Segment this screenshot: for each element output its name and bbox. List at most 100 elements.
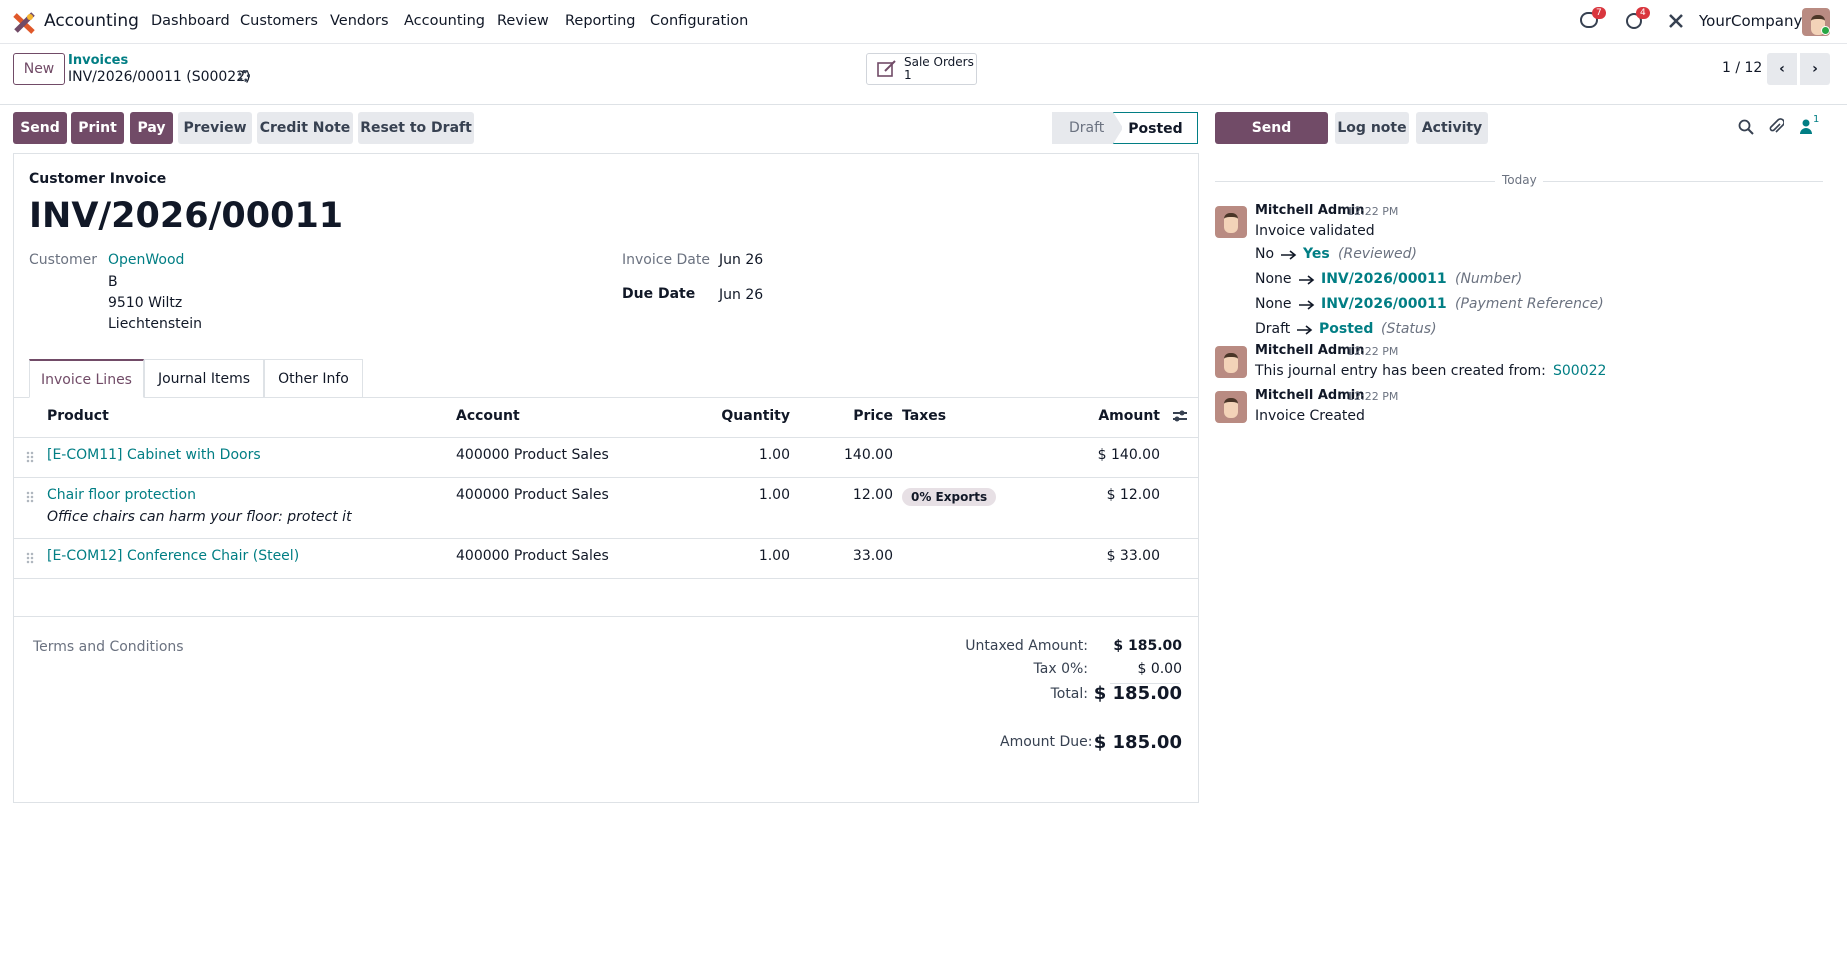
row-line [13, 578, 1199, 579]
menu-item[interactable]: Customers [240, 13, 318, 29]
avatar[interactable] [1215, 391, 1247, 423]
column-header: Taxes [902, 408, 947, 424]
settings-icon[interactable] [1172, 409, 1188, 423]
quantity[interactable]: 1.00 [758, 487, 790, 503]
time: 12:22 PM [1347, 205, 1399, 218]
customer-address: B [108, 274, 118, 290]
chatter-button[interactable]: Activity [1416, 112, 1488, 144]
gear-icon[interactable] [238, 70, 250, 82]
price[interactable]: 33.00 [852, 548, 893, 564]
change-arrow [1281, 250, 1297, 260]
tab[interactable]: Other Info [264, 359, 363, 398]
tax-badge[interactable]: 0% Exports [902, 488, 997, 506]
product-note: Office chairs can harm your floor: prote… [47, 509, 352, 525]
menu-item[interactable]: Accounting [404, 13, 485, 29]
product[interactable]: [E-COM12] Conference Chair (Steel) [47, 548, 300, 564]
chatter-button[interactable]: Log note [1335, 112, 1409, 144]
row-line [13, 616, 1199, 617]
change-new: INV/2026/00011 [1321, 296, 1447, 312]
status-step[interactable]: Draft [1052, 112, 1122, 144]
action-button[interactable]: Print [71, 112, 124, 144]
drag-handle[interactable] [26, 491, 34, 503]
date-line [1215, 181, 1495, 182]
message-link[interactable]: S00022 [1553, 363, 1607, 379]
messages-icon[interactable] [1580, 12, 1598, 28]
company-name[interactable]: YourCompany [1699, 12, 1803, 30]
amount-due-value: $ 185.00 [1093, 732, 1182, 753]
column-header: Amount [1098, 408, 1160, 424]
price[interactable]: 140.00 [844, 447, 893, 463]
account[interactable]: 400000 Product Sales [456, 487, 609, 503]
invoice-number: INV/2026/00011 [29, 196, 344, 236]
messages-badge: 7 [1592, 7, 1606, 19]
total-value: $ 185.00 [1093, 683, 1182, 704]
pager-next[interactable]: › [1800, 53, 1830, 85]
action-button[interactable]: Credit Note [257, 112, 353, 144]
menu-item[interactable]: Reporting [565, 13, 636, 29]
row-line [13, 437, 1199, 438]
date-separator: Today [1502, 173, 1537, 187]
attach-icon[interactable] [1768, 118, 1784, 136]
change-new: Posted [1319, 321, 1374, 337]
chatter-button[interactable]: Send message [1215, 112, 1328, 168]
change-new: Yes [1303, 246, 1330, 262]
pager-prev[interactable]: ‹ [1767, 53, 1797, 85]
status-step[interactable]: Posted [1113, 112, 1198, 144]
tab[interactable]: Invoice Lines [29, 359, 144, 398]
quantity[interactable]: 1.00 [758, 447, 790, 463]
account[interactable]: 400000 Product Sales [456, 548, 609, 564]
total-line [1110, 683, 1180, 684]
status-dot [1821, 26, 1830, 35]
pager: 1 / 12 [1722, 60, 1763, 76]
drag-handle[interactable] [26, 451, 34, 463]
author[interactable]: Mitchell Admin [1255, 203, 1365, 218]
time: 12:22 PM [1347, 390, 1399, 403]
drag-handle[interactable] [26, 552, 34, 564]
app-logo [13, 12, 35, 34]
quantity[interactable]: 1.00 [758, 548, 790, 564]
product[interactable]: Chair floor protection [47, 487, 196, 503]
action-button[interactable]: Send [13, 112, 67, 144]
total-label: Tax 0%: [1033, 661, 1088, 677]
column-header: Quantity [721, 408, 790, 424]
debug-icon[interactable] [1668, 13, 1684, 29]
account[interactable]: 400000 Product Sales [456, 447, 609, 463]
avatar[interactable] [1215, 346, 1247, 378]
search-icon[interactable] [1738, 119, 1754, 135]
author[interactable]: Mitchell Admin [1255, 388, 1365, 403]
terms[interactable]: Terms and Conditions [33, 639, 184, 655]
menu-item[interactable]: Dashboard [151, 13, 230, 29]
customer-name[interactable]: OpenWood [108, 252, 185, 268]
menu-item[interactable]: Review [497, 13, 549, 29]
action-button[interactable]: Reset to Draft [358, 112, 474, 144]
menu-item[interactable]: Configuration [650, 13, 749, 29]
breadcrumb[interactable]: Invoices [68, 53, 129, 68]
navbar [0, 0, 1847, 44]
record-name: INV/2026/00011 (S00022) [68, 69, 251, 85]
price[interactable]: 12.00 [852, 487, 893, 503]
column-settings[interactable] [1172, 409, 1188, 427]
column-header: Price [853, 408, 893, 424]
activities-icon[interactable] [1626, 13, 1642, 29]
product[interactable]: [E-COM11] Cabinet with Doors [47, 447, 261, 463]
message-body: Invoice Created [1255, 408, 1365, 424]
change-old: None [1255, 271, 1292, 287]
invoice-date-label: Invoice Date [622, 252, 710, 268]
author[interactable]: Mitchell Admin [1255, 343, 1365, 358]
followers-icon[interactable] [1800, 119, 1812, 134]
arrow-icon [1297, 325, 1313, 335]
change-arrow [1297, 325, 1313, 335]
action-button[interactable]: Preview [178, 112, 252, 144]
due-date[interactable]: Jun 26 [719, 287, 764, 303]
invoice-date[interactable]: Jun 26 [719, 252, 764, 268]
avatar[interactable] [1215, 206, 1247, 238]
menu-item[interactable]: Vendors [330, 13, 389, 29]
new-button[interactable]: New [13, 53, 65, 85]
tab[interactable]: Journal Items [144, 359, 264, 398]
app-name[interactable]: Accounting [44, 11, 139, 31]
followers-count: 1 [1813, 114, 1820, 125]
change-arrow [1299, 300, 1315, 310]
smart-button[interactable] [866, 53, 977, 85]
action-button[interactable]: Pay [130, 112, 173, 144]
